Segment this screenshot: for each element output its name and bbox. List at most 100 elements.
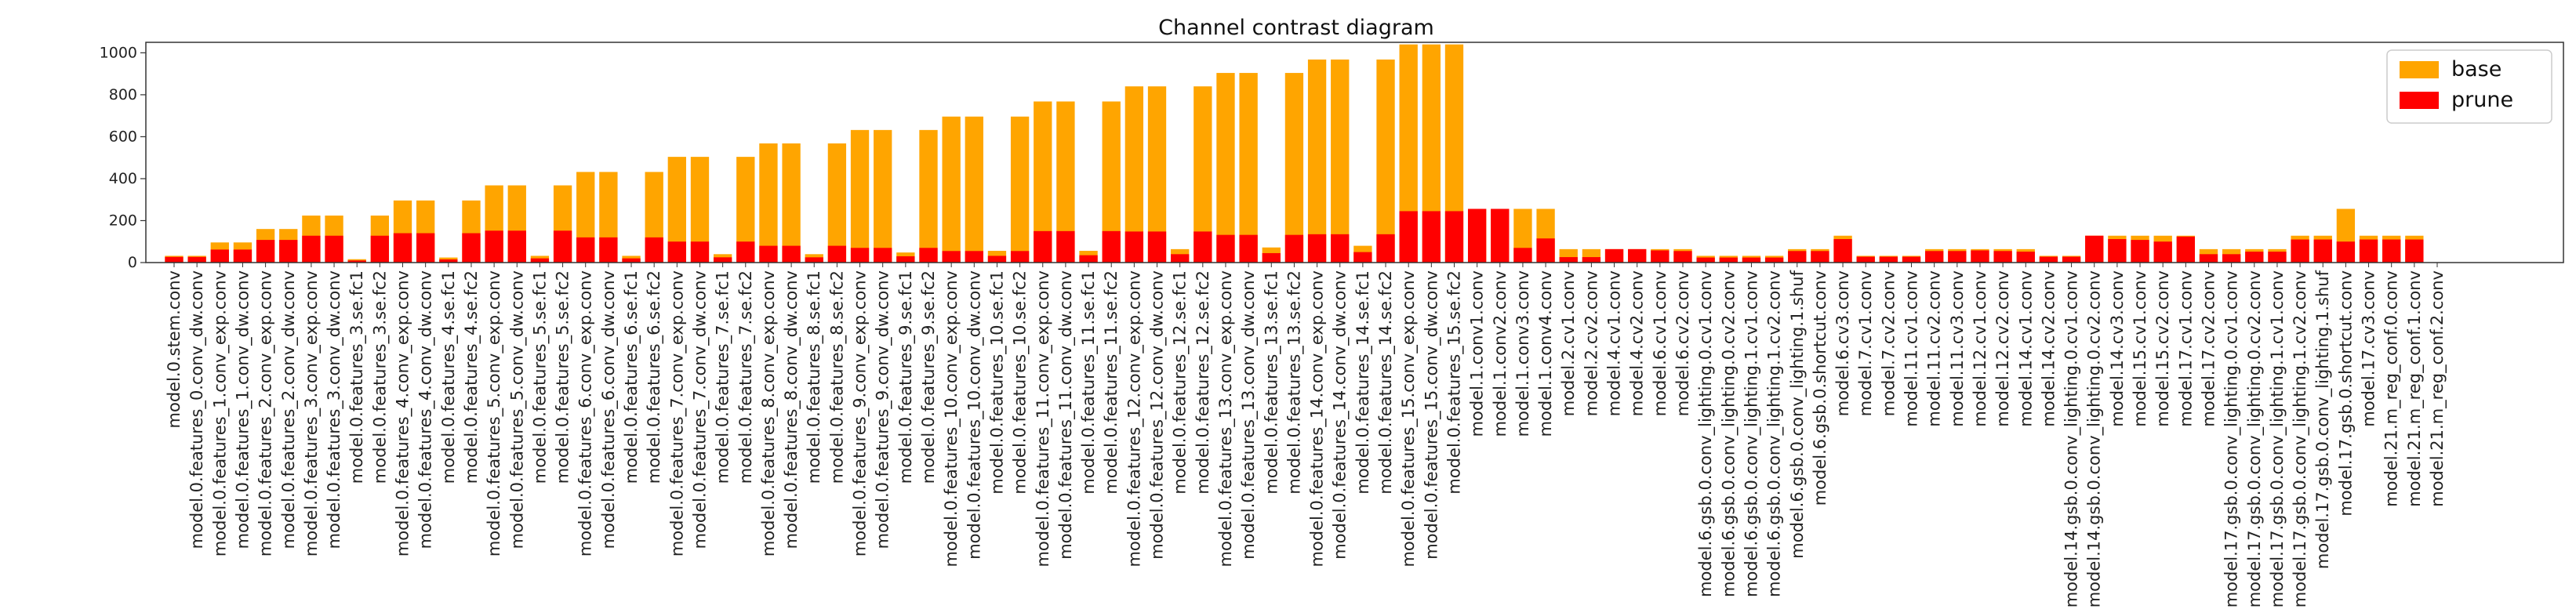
- x-category-label: model.6.gsb.0.shortcut.conv: [1811, 270, 1829, 506]
- prune-bar: [325, 235, 343, 263]
- series-base: [165, 44, 2424, 263]
- x-category-label: model.0.features_10.conv_exp.conv: [942, 270, 961, 567]
- prune-bar: [1673, 251, 1692, 263]
- prune-bar: [530, 258, 550, 263]
- x-category-label: model.0.features_4.conv_exp.conv: [394, 270, 413, 556]
- prune-bar: [690, 241, 710, 263]
- base-bar: [1034, 101, 1052, 263]
- base-bar: [1422, 44, 1441, 263]
- prune-bar: [1742, 257, 1761, 263]
- x-category-label: model.0.features_2.conv_dw.conv: [279, 270, 299, 549]
- prune-bar: [599, 237, 618, 263]
- x-category-label: model.0.features_4.se.fc2: [462, 270, 481, 484]
- prune-bar: [2359, 239, 2378, 263]
- x-category-label: model.4.cv2.conv: [1628, 270, 1647, 416]
- x-category-label: model.17.gsb.0.conv_lighting.1.shuf: [2313, 270, 2333, 569]
- x-category-label: model.0.features_15.conv_dw.conv: [1422, 270, 1441, 560]
- x-category-label: model.0.features_14.conv_exp.conv: [1308, 270, 1328, 567]
- prune-bar: [553, 230, 572, 263]
- prune-bar: [1902, 256, 1921, 263]
- x-category-label: model.15.cv2.conv: [2153, 270, 2172, 427]
- prune-bar: [782, 245, 801, 263]
- x-category-label: model.6.gsb.0.conv_lighting.1.cv2.conv: [1765, 270, 1785, 597]
- x-category-label: model.0.features_14.se.fc1: [1353, 270, 1373, 495]
- x-category-label: model.0.features_10.se.fc2: [1011, 270, 1030, 495]
- prune-bar: [1788, 251, 1807, 263]
- x-category-label: model.1.conv3.conv: [1513, 270, 1532, 437]
- base-bar: [1102, 101, 1121, 263]
- x-category-label: model.0.features_0.conv_dw.conv: [187, 270, 207, 549]
- x-category-label: model.11.cv3.conv: [1948, 270, 1967, 427]
- x-category-label: model.0.features_3.se.fc2: [370, 270, 390, 484]
- prune-bar: [850, 248, 870, 263]
- prune-bar: [439, 259, 458, 263]
- prune-bar: [2039, 256, 2058, 263]
- x-category-label: model.0.features_9.se.fc1: [896, 270, 916, 484]
- x-category-label: model.0.features_7.conv_exp.conv: [667, 270, 687, 556]
- x-category-label: model.11.cv2.conv: [1925, 270, 1944, 427]
- prune-bar: [1399, 211, 1418, 263]
- prune-bar: [2153, 241, 2172, 263]
- prune-bar: [1696, 257, 1715, 263]
- x-category-label: model.11.cv1.conv: [1902, 270, 1921, 427]
- base-bar: [1056, 101, 1075, 263]
- x-category-label: model.0.features_7.se.fc1: [714, 270, 733, 484]
- prune-bar: [1056, 230, 1075, 263]
- prune-bar: [1948, 251, 1967, 263]
- prune-bar: [759, 245, 778, 263]
- x-category-label: model.2.cv2.conv: [1582, 270, 1600, 416]
- base-bar: [667, 157, 686, 263]
- prune-bar: [1651, 250, 1669, 263]
- prune-bar: [645, 237, 663, 263]
- prune-bar: [393, 233, 412, 263]
- x-category-label: model.0.features_14.conv_dw.conv: [1331, 270, 1350, 560]
- prune-bar: [1856, 256, 1875, 263]
- prune-bar: [507, 230, 526, 263]
- x-category-label: model.1.conv1.conv: [1468, 270, 1487, 437]
- prune-bar: [622, 258, 641, 263]
- prune-bar: [1307, 234, 1327, 263]
- prune-bar: [576, 237, 595, 263]
- x-category-label: model.0.features_10.se.fc1: [987, 270, 1007, 495]
- prune-bar: [1719, 257, 1738, 263]
- x-category-label: model.17.gsb.0.conv_lighting.1.cv1.conv: [2268, 270, 2287, 607]
- prune-bar: [1536, 238, 1555, 263]
- base-bar: [1376, 59, 1395, 263]
- x-category-label: model.0.features_7.se.fc2: [736, 270, 756, 484]
- prune-bar: [2245, 252, 2264, 263]
- x-category-label: model.6.gsb.0.conv_lighting.1.cv1.conv: [1742, 270, 1761, 597]
- prune-bar: [1422, 211, 1441, 263]
- x-category-label: model.0.features_12.conv_exp.conv: [1125, 270, 1144, 567]
- prune-bar: [1125, 231, 1144, 263]
- x-category-label: model.0.features_5.conv_exp.conv: [485, 270, 504, 556]
- chart-title: Channel contrast diagram: [1158, 16, 1434, 40]
- x-category-label: model.21.m_reg_conf.2.conv: [2428, 270, 2447, 507]
- x-category-label: model.17.gsb.0.conv_lighting.1.cv2.conv: [2291, 270, 2310, 607]
- base-bar: [965, 116, 983, 263]
- prune-bar: [827, 245, 847, 263]
- x-category-label: model.0.features_1.conv_dw.conv: [233, 270, 253, 549]
- prune-bar: [1284, 234, 1304, 263]
- prune-bar: [2062, 256, 2081, 263]
- x-category-label: model.0.features_12.se.fc1: [1171, 270, 1190, 495]
- prune-bar: [233, 249, 253, 263]
- prune-bar: [2108, 239, 2127, 263]
- x-category-label: model.6.gsb.0.conv_lighting.0.cv2.conv: [1719, 270, 1739, 597]
- x-category-label: model.0.features_9.conv_exp.conv: [851, 270, 870, 556]
- x-category-label: model.0.features_3.se.fc1: [347, 270, 367, 484]
- x-category-label: model.0.features_6.conv_exp.conv: [576, 270, 596, 556]
- x-category-label: model.17.cv1.conv: [2176, 270, 2195, 427]
- prune-bar: [1925, 251, 1944, 263]
- prune-bar: [1171, 254, 1190, 263]
- base-bar: [1216, 73, 1235, 263]
- x-category-label: model.0.features_10.conv_dw.conv: [965, 270, 984, 560]
- x-category-label: model.21.m_reg_conf.1.conv: [2405, 270, 2425, 507]
- prune-bar: [347, 260, 366, 263]
- x-category-label: model.6.gsb.0.conv_lighting.1.shuf: [1788, 270, 1808, 558]
- prune-bar: [1467, 208, 1487, 263]
- x-category-label: model.0.features_11.conv_dw.conv: [1056, 270, 1076, 560]
- prune-bar: [965, 251, 983, 263]
- x-category-label: model.12.cv1.conv: [1971, 270, 1989, 427]
- prune-bar: [165, 256, 183, 263]
